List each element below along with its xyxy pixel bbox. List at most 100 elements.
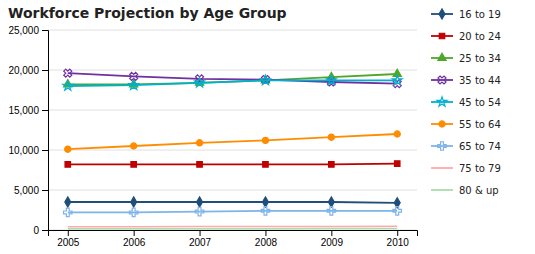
legend-item: 65 to 74 bbox=[431, 141, 501, 152]
point bbox=[263, 162, 268, 167]
series bbox=[68, 226, 397, 227]
point bbox=[65, 197, 71, 207]
tick-label: 15,000 bbox=[8, 105, 39, 116]
legend-label: 65 to 74 bbox=[459, 141, 501, 152]
point bbox=[131, 197, 137, 207]
tick-label: 10,000 bbox=[8, 145, 39, 156]
legend-label: 55 to 64 bbox=[459, 119, 501, 130]
tick: 10,000 bbox=[8, 145, 48, 156]
grid-line bbox=[48, 30, 417, 31]
series bbox=[63, 75, 402, 90]
point bbox=[197, 162, 202, 167]
legend-item: 25 to 34 bbox=[431, 53, 501, 64]
legend-label: 16 to 19 bbox=[459, 9, 501, 20]
chart-container: Workforce Projection by Age Group2005200… bbox=[0, 0, 535, 254]
point bbox=[129, 80, 139, 89]
tick-mark bbox=[134, 230, 135, 236]
point bbox=[62, 67, 74, 79]
point bbox=[261, 75, 271, 84]
tick: 20,000 bbox=[8, 65, 48, 76]
tick-label: 25,000 bbox=[8, 25, 39, 36]
point bbox=[131, 143, 137, 149]
tick: 2009 bbox=[321, 230, 344, 248]
legend-item: 80 & up bbox=[431, 185, 499, 196]
grid-line bbox=[48, 70, 417, 71]
line bbox=[68, 228, 397, 230]
series bbox=[65, 161, 400, 167]
point bbox=[63, 81, 73, 90]
legend-marker bbox=[439, 33, 444, 38]
legend-marker bbox=[438, 142, 446, 150]
legend-label: 45 to 54 bbox=[459, 97, 501, 108]
tick: 5,000 bbox=[14, 185, 48, 196]
axis-line bbox=[42, 31, 49, 231]
legend-swatch bbox=[431, 101, 453, 103]
legend-marker bbox=[436, 74, 448, 86]
tick-mark bbox=[200, 230, 201, 236]
point bbox=[196, 140, 202, 146]
point bbox=[195, 78, 205, 87]
legend-marker bbox=[439, 121, 445, 127]
series bbox=[64, 69, 402, 87]
tick-mark bbox=[42, 190, 48, 191]
point bbox=[394, 131, 400, 137]
line bbox=[68, 80, 397, 86]
legend-swatch bbox=[431, 189, 453, 191]
tick-label: 2005 bbox=[57, 237, 80, 248]
tick: 2008 bbox=[255, 230, 278, 248]
point bbox=[262, 137, 268, 143]
grid-line bbox=[48, 110, 417, 111]
tick-label: 0 bbox=[33, 225, 39, 236]
point bbox=[197, 197, 203, 207]
point bbox=[327, 207, 335, 215]
tick: 2005 bbox=[57, 230, 80, 248]
tick: 2010 bbox=[387, 230, 410, 248]
series bbox=[68, 228, 397, 229]
legend-swatch bbox=[431, 167, 453, 169]
point bbox=[129, 208, 137, 216]
point bbox=[328, 197, 334, 207]
tick-mark bbox=[42, 70, 48, 71]
tick-mark bbox=[331, 230, 332, 236]
y-axis: 0 5,000 10,000 15,000 20,000 25,000 bbox=[8, 25, 48, 236]
legend-label: 75 to 79 bbox=[459, 163, 501, 174]
tick: 15,000 bbox=[8, 105, 48, 116]
point bbox=[261, 207, 269, 215]
tick: 2006 bbox=[123, 230, 146, 248]
tick-label: 20,000 bbox=[8, 65, 39, 76]
title: Workforce Projection by Age Group bbox=[8, 5, 287, 21]
legend-item: 16 to 19 bbox=[431, 9, 501, 20]
legend-item: 55 to 64 bbox=[431, 119, 501, 130]
series bbox=[65, 197, 400, 208]
point bbox=[328, 134, 334, 140]
point bbox=[329, 162, 334, 167]
series bbox=[62, 67, 403, 89]
legend: 16 to 1920 to 2425 to 3435 to 4445 to 54… bbox=[431, 9, 501, 196]
point bbox=[325, 76, 337, 88]
legend-marker bbox=[437, 97, 447, 106]
tick-label: 5,000 bbox=[14, 185, 39, 196]
legend-marker bbox=[439, 9, 445, 19]
legend-label: 20 to 24 bbox=[459, 31, 501, 42]
marks bbox=[62, 67, 403, 229]
x-axis: 2005 2006 2007 2008 2009 2010 bbox=[49, 230, 418, 248]
point bbox=[392, 75, 402, 84]
tick-mark bbox=[397, 230, 398, 236]
grid-line bbox=[48, 190, 417, 191]
line bbox=[68, 226, 397, 228]
point bbox=[131, 162, 136, 167]
point bbox=[195, 207, 203, 215]
legend-marker bbox=[438, 53, 446, 60]
legend-swatch bbox=[431, 79, 453, 81]
point bbox=[64, 208, 72, 216]
chart: Workforce Projection by Age Group2005200… bbox=[0, 0, 535, 254]
tick: 2007 bbox=[189, 230, 212, 248]
tick: 0 bbox=[33, 225, 48, 236]
axis-line bbox=[49, 231, 418, 237]
legend-label: 80 & up bbox=[459, 185, 499, 196]
series bbox=[64, 207, 402, 217]
plot: 2005 2006 2007 2008 2009 2010 0 5,000 10,000 15,0… bbox=[8, 25, 417, 248]
grid-line bbox=[48, 150, 417, 151]
point bbox=[394, 161, 399, 166]
tick-mark bbox=[42, 110, 48, 111]
